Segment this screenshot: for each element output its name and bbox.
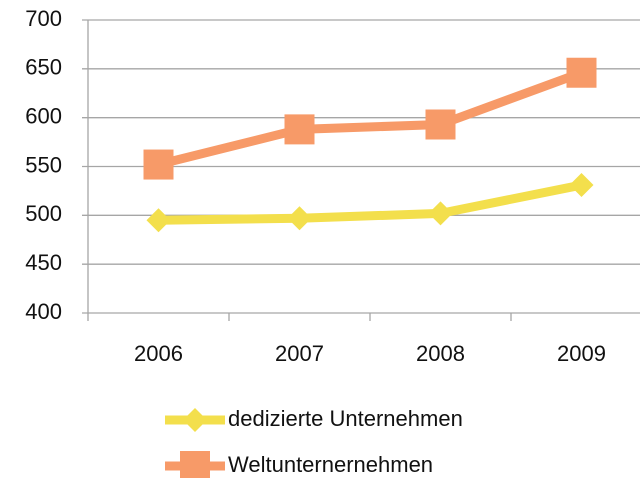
legend-label: dedizierte Unternehmen: [228, 406, 463, 431]
legend-marker: [180, 451, 210, 478]
marker: [428, 201, 453, 226]
marker: [284, 114, 315, 145]
y-tick-label: 500: [25, 201, 62, 226]
marker: [566, 57, 597, 88]
series-line: [158, 180, 583, 225]
marker: [146, 208, 171, 233]
legend-label: Weltunternernehmen: [228, 452, 433, 477]
y-tick-label: 650: [25, 55, 62, 80]
x-tick-label: 2009: [557, 341, 606, 366]
y-tick-label: 700: [25, 6, 62, 31]
y-tick-label: 600: [25, 103, 62, 128]
y-tick-label: 450: [25, 250, 62, 275]
x-tick-label: 2006: [134, 341, 183, 366]
marker: [287, 206, 312, 231]
x-tick-label: 2008: [416, 341, 465, 366]
y-tick-label: 400: [25, 299, 62, 324]
x-tick-label: 2007: [275, 341, 324, 366]
marker: [425, 109, 456, 140]
y-tick-label: 550: [25, 152, 62, 177]
marker: [569, 173, 594, 198]
marker: [143, 149, 174, 180]
series-line: [157, 68, 584, 169]
legend-marker: [183, 408, 207, 432]
